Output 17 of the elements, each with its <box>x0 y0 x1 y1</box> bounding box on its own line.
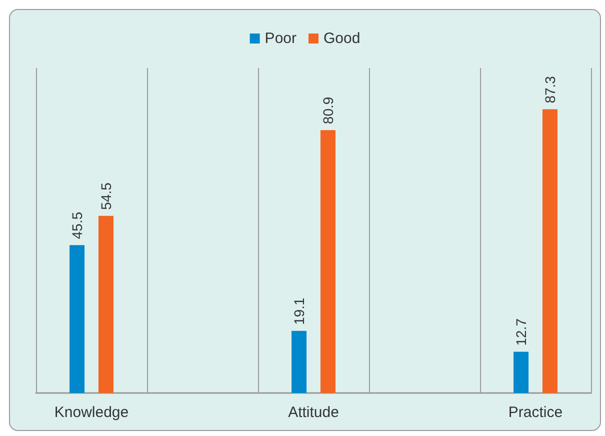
legend-label: Good <box>323 30 360 47</box>
data-label: 12.7 <box>513 318 530 346</box>
bar <box>70 245 85 393</box>
bar <box>292 330 307 393</box>
bar <box>514 352 529 393</box>
bar <box>320 130 336 393</box>
data-label: 19.1 <box>291 297 308 325</box>
bar <box>542 109 558 393</box>
legend-label: Poor <box>264 30 296 47</box>
data-label: 45.5 <box>69 212 86 240</box>
x-tick-label: Knowledge <box>54 404 129 421</box>
data-label: 87.3 <box>542 76 558 104</box>
data-label: 54.5 <box>98 182 114 210</box>
data-label: 80.9 <box>320 96 336 124</box>
x-tick-label: Practice <box>508 404 563 421</box>
x-tick-label: Attitude <box>288 404 339 421</box>
bar <box>98 216 114 393</box>
